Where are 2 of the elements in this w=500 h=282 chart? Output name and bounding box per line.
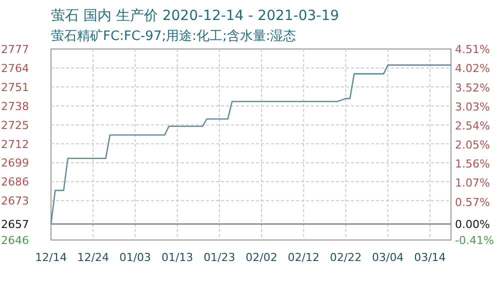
- subtitle: 萤石精矿FC:FC-97;用途:化工;含水量:湿态: [51, 29, 296, 44]
- title: 萤石 国内 生产价 2020-12-14 - 2021-03-19: [51, 8, 340, 24]
